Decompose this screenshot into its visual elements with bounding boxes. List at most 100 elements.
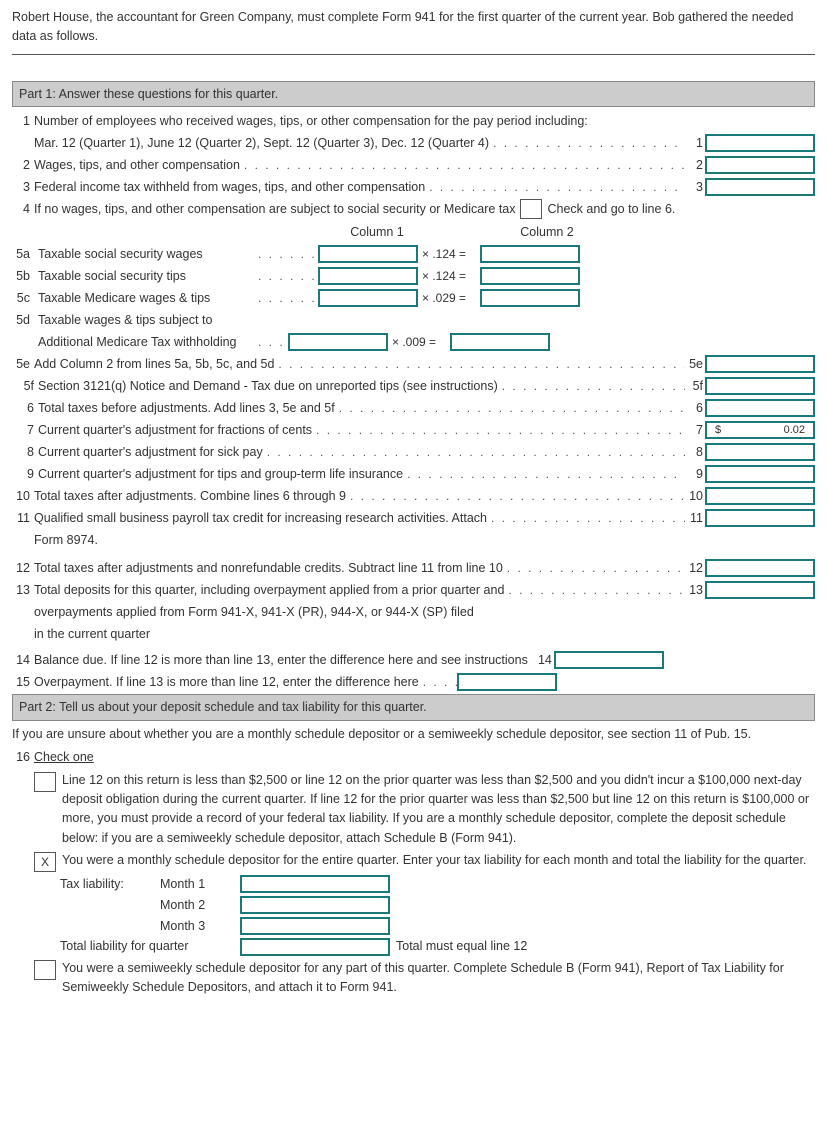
line-5d: 5d Taxable wages & tips subject to <box>12 310 815 330</box>
line-label: Federal income tax withheld from wages, … <box>34 178 425 197</box>
input-line-3[interactable] <box>705 178 815 196</box>
month-label: Month 3 <box>160 917 240 936</box>
month-2-row: Month 2 <box>60 896 815 915</box>
input-line-15[interactable] <box>457 673 557 691</box>
input-line-1[interactable] <box>705 134 815 152</box>
intro-text: Robert House, the accountant for Green C… <box>12 8 815 46</box>
line-10: 10 Total taxes after adjustments. Combin… <box>12 486 815 506</box>
line-label: If no wages, tips, and other compensatio… <box>34 200 516 219</box>
box-number: 6 <box>685 399 705 418</box>
input-month-1[interactable] <box>240 875 390 893</box>
total-note: Total must equal line 12 <box>390 937 527 956</box>
line-9: 9 Current quarter's adjustment for tips … <box>12 464 815 484</box>
input-5b-col2[interactable] <box>480 267 580 285</box>
box-number: 2 <box>685 156 705 175</box>
input-line-14[interactable] <box>554 651 664 669</box>
part1-header: Part 1: Answer these questions for this … <box>12 81 815 108</box>
input-5c-col2[interactable] <box>480 289 580 307</box>
input-line-2[interactable] <box>705 156 815 174</box>
line-label: Taxable Medicare wages & tips <box>38 289 210 308</box>
tax-liability-label: Tax liability: <box>60 875 160 894</box>
part2-body: If you are unsure about whether you are … <box>12 723 815 998</box>
line-5a: 5a Taxable social security wages × .124 … <box>12 244 815 264</box>
input-line-9[interactable] <box>705 465 815 483</box>
input-line-11[interactable] <box>705 509 815 527</box>
line-number: 6 <box>12 399 38 418</box>
line-number: 7 <box>12 421 38 440</box>
line-number: 5c <box>12 289 34 308</box>
input-line-7[interactable]: $ 0.02 <box>705 421 815 439</box>
line-11: 11 Qualified small business payroll tax … <box>12 508 815 528</box>
input-month-3[interactable] <box>240 917 390 935</box>
line-sublabel: Mar. 12 (Quarter 1), June 12 (Quarter 2)… <box>34 134 489 153</box>
total-liability-label: Total liability for quarter <box>60 937 240 956</box>
input-line-5e[interactable] <box>705 355 815 373</box>
line-label: Wages, tips, and other compensation <box>34 156 240 175</box>
line-3: 3 Federal income tax withheld from wages… <box>12 177 815 197</box>
input-5c-col1[interactable] <box>318 289 418 307</box>
line-number: 8 <box>12 443 38 462</box>
checkbox-option-3[interactable] <box>34 960 56 980</box>
option-3-text: You were a semiweekly schedule depositor… <box>62 959 815 998</box>
box-number: 1 <box>685 134 705 153</box>
line-number: 3 <box>12 178 34 197</box>
box-number: 7 <box>685 421 705 440</box>
month-label: Month 2 <box>160 896 240 915</box>
line-5e: 5e Add Column 2 from lines 5a, 5b, 5c, a… <box>12 354 815 374</box>
input-5d-col1[interactable] <box>288 333 388 351</box>
line-number: 9 <box>12 465 38 484</box>
line-14: 14 Balance due. If line 12 is more than … <box>12 650 815 670</box>
line-number: 4 <box>12 200 34 219</box>
line-label: Overpayment. If line 13 is more than lin… <box>34 673 419 692</box>
multiplier: × .124 = <box>418 245 480 263</box>
line-13-sub1: overpayments applied from Form 941-X, 94… <box>12 602 815 622</box>
line-label: Total taxes after adjustments and nonref… <box>34 559 503 578</box>
line-1-sub: Mar. 12 (Quarter 1), June 12 (Quarter 2)… <box>12 133 815 153</box>
option-1-text: Line 12 on this return is less than $2,5… <box>62 771 815 849</box>
line-number: 2 <box>12 156 34 175</box>
box-number: 11 <box>685 509 705 528</box>
line-label: Total taxes after adjustments. Combine l… <box>34 487 346 506</box>
line-number: 5f <box>12 377 38 396</box>
checkbox-option-2[interactable]: X <box>34 852 56 872</box>
line-16: 16 Check one <box>12 748 815 768</box>
option-2-text: You were a monthly schedule depositor fo… <box>62 851 815 870</box>
box-number: 3 <box>685 178 705 197</box>
line-11-sub: Form 8974. <box>12 530 815 550</box>
input-5b-col1[interactable] <box>318 267 418 285</box>
line-number: 10 <box>12 487 34 506</box>
line-number: 5b <box>12 267 34 286</box>
input-line-12[interactable] <box>705 559 815 577</box>
input-line-6[interactable] <box>705 399 815 417</box>
option-1-row: Line 12 on this return is less than $2,5… <box>34 771 815 849</box>
input-line-8[interactable] <box>705 443 815 461</box>
line-label: Add Column 2 from lines 5a, 5b, 5c, and … <box>34 355 274 374</box>
line-12: 12 Total taxes after adjustments and non… <box>12 558 815 578</box>
checkbox-option-1[interactable] <box>34 772 56 792</box>
line-13-sub2: in the current quarter <box>12 624 815 644</box>
line-5f: 5f Section 3121(q) Notice and Demand - T… <box>12 376 815 396</box>
line-after-text: Check and go to line 6. <box>542 200 676 219</box>
line-2: 2 Wages, tips, and other compensation 2 <box>12 155 815 175</box>
input-line-13[interactable] <box>705 581 815 599</box>
input-5d-col2[interactable] <box>450 333 550 351</box>
line-label: Total deposits for this quarter, includi… <box>34 581 504 600</box>
input-total-liability[interactable] <box>240 938 390 956</box>
line-13: 13 Total deposits for this quarter, incl… <box>12 580 815 600</box>
line-label: Balance due. If line 12 is more than lin… <box>34 651 528 670</box>
box-number: 9 <box>685 465 705 484</box>
line-15: 15 Overpayment. If line 13 is more than … <box>12 672 815 692</box>
part2-header: Part 2: Tell us about your deposit sched… <box>12 694 815 721</box>
option-3-row: You were a semiweekly schedule depositor… <box>34 959 815 998</box>
input-line-5f[interactable] <box>705 377 815 395</box>
column-headers: Column 1 Column 2 <box>12 223 815 242</box>
line-label: Section 3121(q) Notice and Demand - Tax … <box>38 377 498 396</box>
input-month-2[interactable] <box>240 896 390 914</box>
input-line-10[interactable] <box>705 487 815 505</box>
checkbox-line-4[interactable] <box>520 199 542 219</box>
line-number: 13 <box>12 581 34 600</box>
part2-intro: If you are unsure about whether you are … <box>12 723 815 746</box>
line-8: 8 Current quarter's adjustment for sick … <box>12 442 815 462</box>
input-5a-col2[interactable] <box>480 245 580 263</box>
input-5a-col1[interactable] <box>318 245 418 263</box>
